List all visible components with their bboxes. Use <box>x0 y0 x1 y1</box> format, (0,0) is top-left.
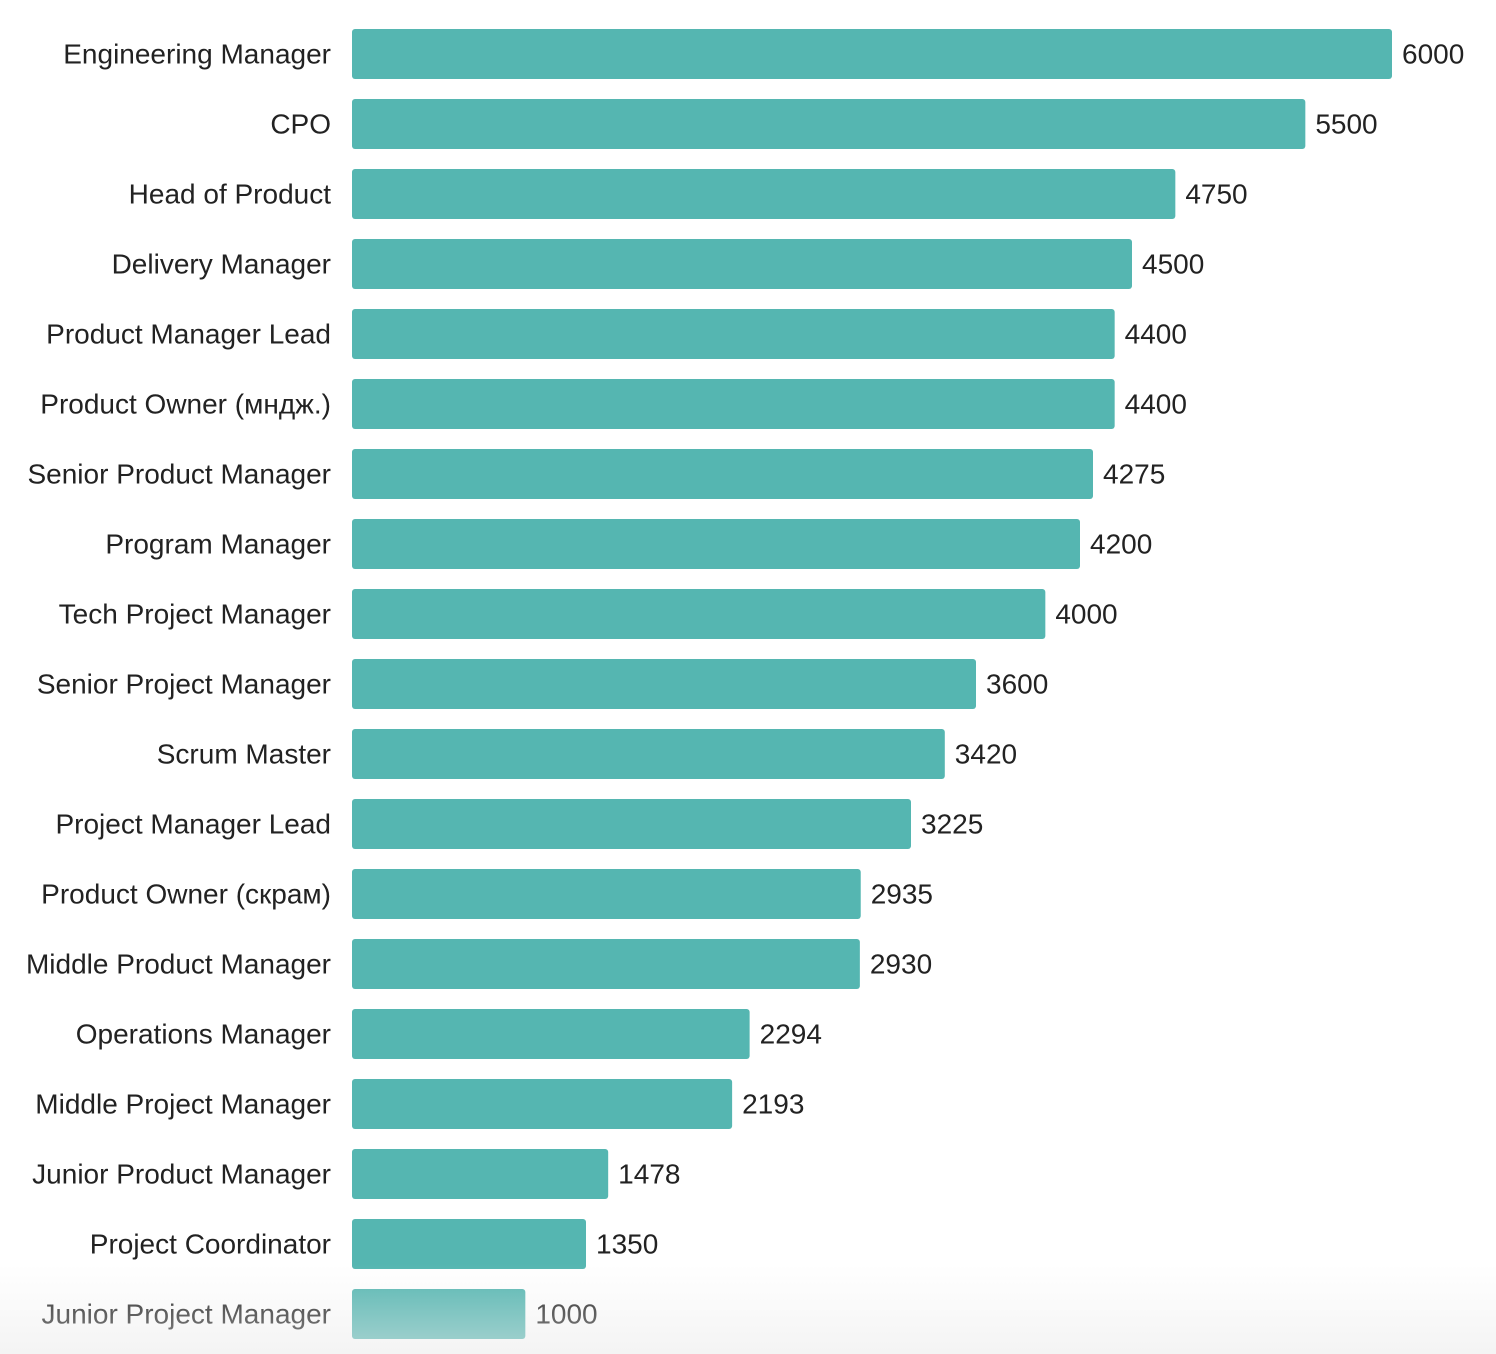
bar <box>352 729 945 779</box>
bar <box>352 309 1115 359</box>
value-label: 6000 <box>1402 39 1464 70</box>
category-label: Junior Project Manager <box>42 1299 331 1330</box>
value-label: 4500 <box>1142 249 1204 280</box>
bar <box>352 1149 609 1199</box>
category-label: Engineering Manager <box>63 39 331 70</box>
value-label: 4000 <box>1055 599 1117 630</box>
category-label: Project Manager Lead <box>55 809 331 840</box>
bar <box>352 869 861 919</box>
bar <box>352 1289 526 1339</box>
category-label: Product Manager Lead <box>46 319 331 350</box>
category-label: Junior Product Manager <box>32 1159 331 1190</box>
category-label: Operations Manager <box>76 1019 331 1050</box>
bar <box>352 799 911 849</box>
category-label: Senior Project Manager <box>37 669 331 700</box>
category-label: Delivery Manager <box>112 249 331 280</box>
category-label: CPO <box>270 109 331 140</box>
category-label: Head of Product <box>129 179 332 210</box>
value-label: 3225 <box>921 809 983 840</box>
value-label: 1478 <box>618 1159 680 1190</box>
bar <box>352 379 1115 429</box>
bar <box>352 239 1132 289</box>
bar <box>352 1219 586 1269</box>
value-label: 1000 <box>535 1299 597 1330</box>
value-label: 2935 <box>871 879 933 910</box>
category-label: Tech Project Manager <box>59 599 331 630</box>
bar <box>352 519 1080 569</box>
bar <box>352 99 1306 149</box>
bar <box>352 1079 733 1129</box>
bar <box>352 659 976 709</box>
value-label: 4275 <box>1103 459 1165 490</box>
value-label: 3600 <box>986 669 1048 700</box>
bar <box>352 169 1176 219</box>
value-label: 4200 <box>1090 529 1152 560</box>
category-label: Middle Project Manager <box>35 1089 331 1120</box>
value-label: 4750 <box>1185 179 1247 210</box>
bar <box>352 1009 750 1059</box>
value-label: 3420 <box>955 739 1017 770</box>
category-label: Scrum Master <box>157 739 331 770</box>
bar <box>352 589 1046 639</box>
category-label: Senior Product Manager <box>27 459 331 490</box>
value-label: 4400 <box>1125 319 1187 350</box>
category-label: Project Coordinator <box>90 1229 331 1260</box>
value-label: 2193 <box>742 1089 804 1120</box>
value-label: 5500 <box>1315 109 1377 140</box>
value-label: 1350 <box>596 1229 658 1260</box>
bar <box>352 939 860 989</box>
value-label: 2294 <box>760 1019 822 1050</box>
bar <box>352 29 1392 79</box>
category-label: Product Owner (скрам) <box>41 879 331 910</box>
category-label: Program Manager <box>105 529 331 560</box>
category-label: Middle Product Manager <box>26 949 331 980</box>
category-label: Product Owner (мндж.) <box>40 389 331 420</box>
bar <box>352 449 1093 499</box>
value-label: 4400 <box>1125 389 1187 420</box>
value-label: 2930 <box>870 949 932 980</box>
